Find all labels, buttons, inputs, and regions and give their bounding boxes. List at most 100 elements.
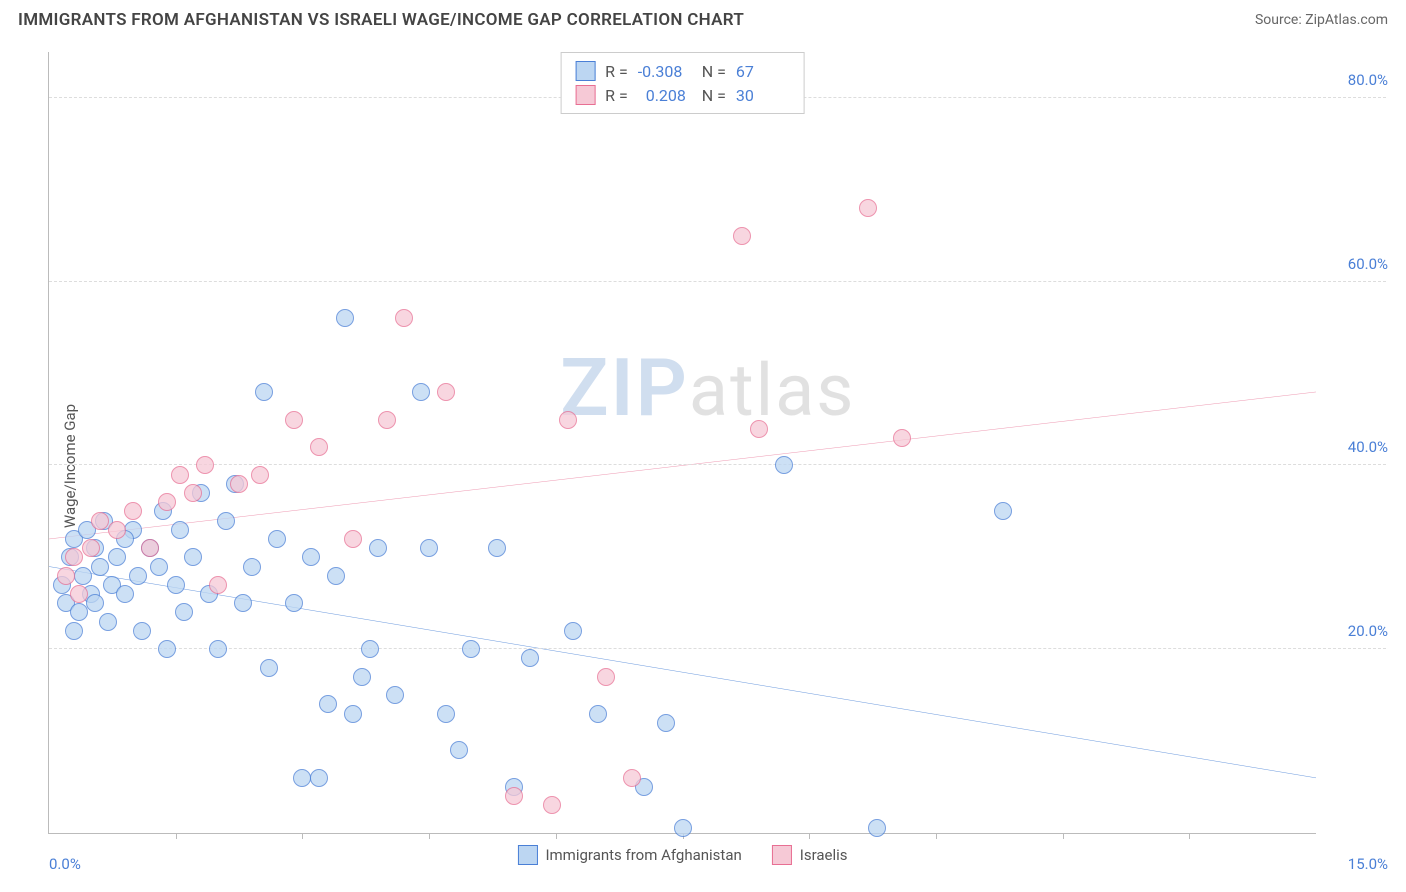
data-point-israeli <box>82 539 100 557</box>
data-point-afghan <box>234 594 252 612</box>
legend-swatch-israeli <box>772 845 792 865</box>
y-tick-label: 80.0% <box>1328 71 1388 89</box>
data-point-afghan <box>209 640 227 658</box>
data-point-israeli <box>437 383 455 401</box>
data-point-afghan <box>116 585 134 603</box>
data-point-afghan <box>65 622 83 640</box>
data-point-israeli <box>171 466 189 484</box>
watermark-light: atlas <box>689 348 856 433</box>
y-tick-label: 20.0% <box>1328 622 1388 640</box>
data-point-afghan <box>285 594 303 612</box>
x-axis-min-label: 0.0% <box>49 855 81 873</box>
data-point-afghan <box>361 640 379 658</box>
gridline <box>49 464 1386 465</box>
x-tick <box>809 833 810 839</box>
data-point-afghan <box>319 695 337 713</box>
data-point-afghan <box>775 456 793 474</box>
data-point-afghan <box>171 521 189 539</box>
data-point-afghan <box>386 686 404 704</box>
data-point-afghan <box>412 383 430 401</box>
correlation-legend: R = -0.308 N = 67 R = 0.208 N = 30 <box>560 52 805 114</box>
series-legend-item: Israelis <box>772 845 848 865</box>
data-point-afghan <box>674 819 692 837</box>
data-point-afghan <box>74 567 92 585</box>
source-prefix: Source: <box>1255 12 1305 28</box>
data-point-israeli <box>209 576 227 594</box>
n-label: N = <box>702 86 726 105</box>
x-tick <box>1063 833 1064 839</box>
data-point-afghan <box>108 548 126 566</box>
data-point-afghan <box>70 603 88 621</box>
trend-lines <box>49 52 1316 833</box>
data-point-afghan <box>488 539 506 557</box>
data-point-afghan <box>450 741 468 759</box>
data-point-afghan <box>327 567 345 585</box>
data-point-afghan <box>255 383 273 401</box>
chart-container: Wage/Income Gap ZIPatlas R = -0.308 N = … <box>0 40 1406 892</box>
correlation-legend-row: R = -0.308 N = 67 <box>575 59 790 83</box>
data-point-israeli <box>395 309 413 327</box>
data-point-afghan <box>344 705 362 723</box>
data-point-israeli <box>65 548 83 566</box>
data-point-afghan <box>462 640 480 658</box>
y-tick-label: 40.0% <box>1328 438 1388 456</box>
data-point-afghan <box>420 539 438 557</box>
source-attribution: Source: ZipAtlas.com <box>1255 12 1388 28</box>
data-point-afghan <box>268 530 286 548</box>
series-legend: Immigrants from Afghanistan Israelis <box>517 845 847 865</box>
series-legend-item: Immigrants from Afghanistan <box>517 845 741 865</box>
data-point-afghan <box>994 502 1012 520</box>
data-point-israeli <box>750 420 768 438</box>
n-label: N = <box>702 62 726 81</box>
data-point-israeli <box>251 466 269 484</box>
gridline <box>49 648 1386 649</box>
data-point-israeli <box>310 438 328 456</box>
page-title: IMMIGRANTS FROM AFGHANISTAN VS ISRAELI W… <box>18 10 744 30</box>
r-label: R = <box>605 86 628 105</box>
x-tick <box>429 833 430 839</box>
data-point-afghan <box>260 659 278 677</box>
data-point-israeli <box>91 512 109 530</box>
data-point-afghan <box>243 558 261 576</box>
correlation-legend-row: R = 0.208 N = 30 <box>575 83 790 107</box>
data-point-israeli <box>623 769 641 787</box>
data-point-israeli <box>859 199 877 217</box>
series-label-afghan: Immigrants from Afghanistan <box>545 846 741 864</box>
chart-header: IMMIGRANTS FROM AFGHANISTAN VS ISRAELI W… <box>0 0 1406 36</box>
data-point-israeli <box>285 411 303 429</box>
data-point-israeli <box>124 502 142 520</box>
legend-swatch-afghan <box>575 61 595 81</box>
data-point-afghan <box>868 819 886 837</box>
data-point-afghan <box>369 539 387 557</box>
data-point-afghan <box>217 512 235 530</box>
data-point-afghan <box>184 548 202 566</box>
data-point-afghan <box>293 769 311 787</box>
series-label-israeli: Israelis <box>800 846 848 864</box>
watermark: ZIPatlas <box>560 341 855 435</box>
data-point-afghan <box>521 649 539 667</box>
data-point-israeli <box>543 796 561 814</box>
data-point-afghan <box>158 640 176 658</box>
data-point-afghan <box>353 668 371 686</box>
x-tick <box>936 833 937 839</box>
data-point-israeli <box>733 227 751 245</box>
n-value-israeli: 30 <box>736 86 790 105</box>
r-label: R = <box>605 62 628 81</box>
x-tick <box>1189 833 1190 839</box>
data-point-afghan <box>310 769 328 787</box>
data-point-afghan <box>589 705 607 723</box>
data-point-afghan <box>91 558 109 576</box>
data-point-israeli <box>344 530 362 548</box>
source-name: ZipAtlas.com <box>1305 12 1388 28</box>
data-point-afghan <box>336 309 354 327</box>
data-point-israeli <box>559 411 577 429</box>
x-tick <box>556 833 557 839</box>
data-point-afghan <box>167 576 185 594</box>
data-point-afghan <box>129 567 147 585</box>
n-value-afghan: 67 <box>736 62 790 81</box>
data-point-afghan <box>437 705 455 723</box>
legend-swatch-israeli <box>575 85 595 105</box>
data-point-israeli <box>196 456 214 474</box>
data-point-afghan <box>564 622 582 640</box>
plot-area: ZIPatlas R = -0.308 N = 67 R = 0.208 N =… <box>48 52 1316 834</box>
